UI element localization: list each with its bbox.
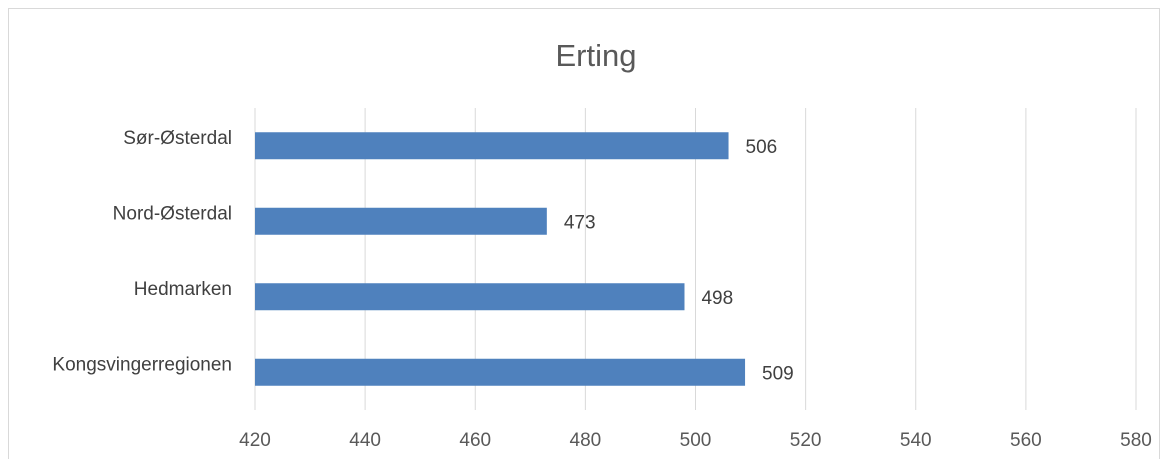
category-label: Kongsvingerregionen [52,354,232,375]
x-tick-label: 460 [459,430,491,451]
category-label: Nord-Østerdal [113,203,232,224]
x-axis-tick-labels: 420 440 460 480 500 520 540 560 580 [239,430,1152,451]
data-labels: 509 498 473 506 [564,137,794,385]
bars [255,132,746,386]
data-label: 473 [564,212,596,233]
bar [255,207,547,235]
x-tick-label: 520 [790,430,822,451]
category-label: Sør-Østerdal [123,128,232,149]
x-tick-label: 540 [900,430,932,451]
bar [255,132,729,160]
x-tick-label: 580 [1120,430,1152,451]
x-tick-label: 480 [570,430,602,451]
x-tick-label: 500 [680,430,712,451]
data-label: 498 [701,288,733,309]
x-tick-label: 420 [239,430,271,451]
bar [255,358,746,386]
chart-title: Erting [556,38,637,73]
x-tick-label: 560 [1010,430,1042,451]
data-label: 509 [762,363,794,384]
data-label: 506 [746,137,778,158]
x-tick-label: 440 [349,430,381,451]
category-labels: Kongsvingerregionen Hedmarken Nord-Østerda… [52,128,232,376]
category-label: Hedmarken [134,279,232,300]
bar [255,283,685,311]
